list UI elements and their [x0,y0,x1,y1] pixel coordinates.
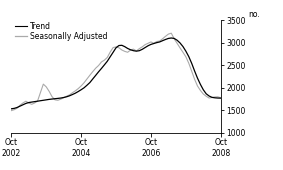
Text: no.: no. [248,10,260,19]
Legend: Trend, Seasonally Adjusted: Trend, Seasonally Adjusted [15,22,107,41]
